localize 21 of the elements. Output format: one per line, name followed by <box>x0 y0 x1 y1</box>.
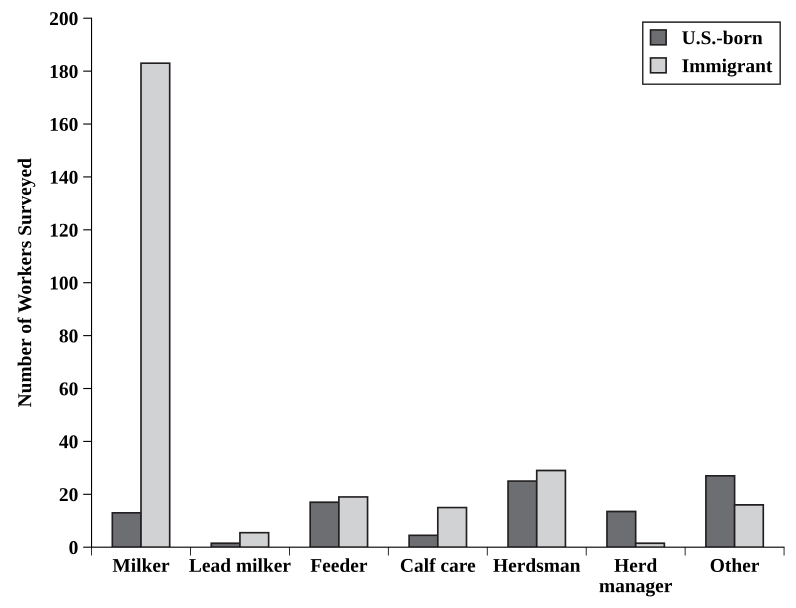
y-tick-label: 80 <box>60 329 78 343</box>
x-tick-label: Herd manager <box>599 558 672 596</box>
x-tick-label: Feeder <box>310 558 368 572</box>
x-tick-label: Herdsman <box>493 558 580 572</box>
y-tick-label: 40 <box>59 435 78 448</box>
legend-label: Immigrant <box>682 58 772 76</box>
y-tick-label: 60 <box>60 382 78 396</box>
y-tick-label: 100 <box>50 276 78 290</box>
y-tick-label: 140 <box>50 170 78 184</box>
x-tick-label: Milker <box>112 558 170 572</box>
y-tick-label: 160 <box>50 118 78 131</box>
y-axis-title: Number of Workers Surveyed <box>17 158 36 408</box>
y-tick-label: 120 <box>50 224 78 237</box>
x-tick-label: Calf care <box>400 558 476 572</box>
legend-label: U.S.-born <box>682 30 762 44</box>
y-tick-label: 200 <box>50 12 78 26</box>
y-tick-label: 180 <box>50 64 78 78</box>
x-tick-label: Other <box>710 558 760 572</box>
x-tick-label: Lead milker <box>189 558 291 572</box>
y-tick-label: 20 <box>60 488 78 502</box>
y-tick-label: 0 <box>69 541 78 554</box>
